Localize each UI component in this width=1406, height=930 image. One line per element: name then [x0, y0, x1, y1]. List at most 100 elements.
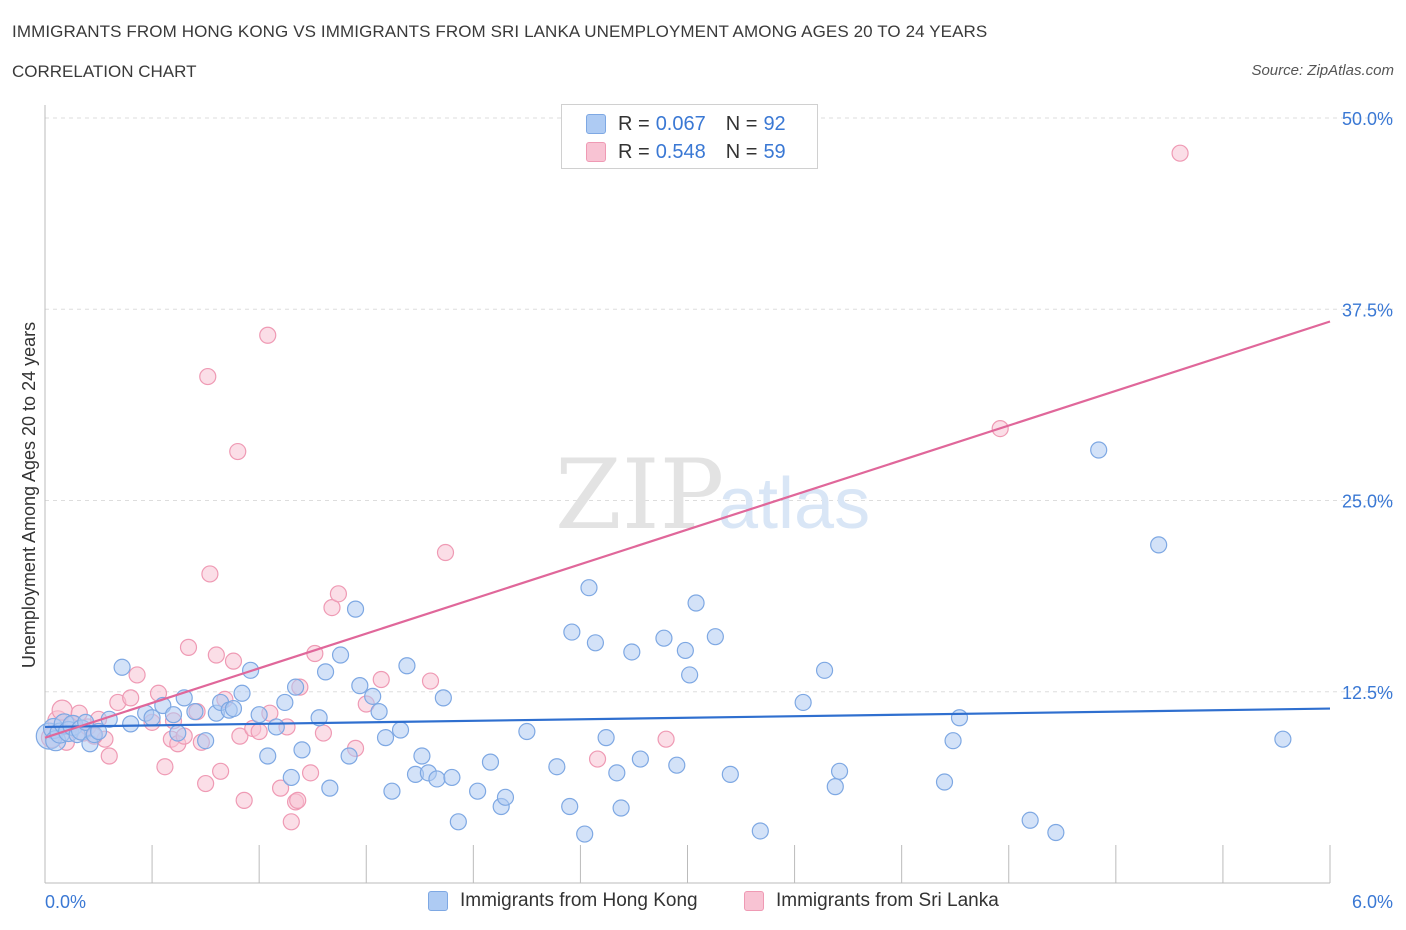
hong-kong-data-point: [1274, 730, 1292, 748]
hong-kong-data-point: [612, 799, 630, 817]
series-legend: Immigrants from Hong Kong Immigrants fro…: [0, 890, 1406, 916]
hong-kong-data-point: [391, 721, 410, 739]
hong-kong-data-point: [830, 762, 849, 780]
hong-kong-data-point: [481, 753, 500, 771]
hong-kong-data-point: [370, 703, 388, 721]
hong-kong-data-point: [233, 684, 251, 702]
hong-kong-data-point: [197, 732, 215, 750]
sri-lanka-data-point: [657, 730, 675, 748]
hong-kong-data-point: [681, 666, 699, 684]
sri-lanka-data-point: [179, 638, 198, 656]
axes: [44, 105, 1331, 884]
r-value: 0.067: [655, 112, 706, 135]
hong-kong-data-point: [631, 750, 649, 768]
sri-lanka-data-point: [197, 774, 215, 793]
sri-lanka-data-point: [314, 724, 333, 742]
hong-kong-data-point: [186, 703, 204, 721]
watermark-atlas: atlas: [718, 464, 870, 544]
sri-lanka-data-point: [271, 779, 290, 797]
sri-lanka-data-point: [156, 758, 174, 776]
hong-kong-data-point: [721, 765, 739, 783]
r-value: 0.548: [655, 140, 706, 163]
sri-lanka-data-point: [436, 543, 455, 562]
watermark: ZIP atlas: [555, 439, 870, 551]
legend-row-sri-lanka: R = 0.548 N = 59: [586, 139, 786, 165]
n-value: 92: [763, 112, 786, 135]
hong-kong-data-point: [586, 634, 605, 652]
legend-swatch-sri-lanka: [586, 142, 606, 162]
hong-kong-trendline: [44, 707, 1331, 729]
sri-lanka-data-point: [207, 646, 225, 664]
hong-kong-data-point: [316, 663, 335, 681]
hong-kong-data-point: [687, 594, 705, 612]
n-label: N =: [725, 112, 758, 135]
hong-kong-data-point: [250, 706, 268, 724]
hong-kong-data-point: [286, 678, 305, 696]
hong-kong-data-point: [576, 825, 594, 843]
legend-swatch-hong-kong: [428, 891, 448, 911]
hong-kong-data-point: [413, 747, 431, 765]
hong-kong-data-point: [383, 782, 401, 800]
legend-item-hong-kong: Immigrants from Hong Kong: [428, 890, 698, 912]
hong-kong-data-point: [282, 768, 300, 787]
hong-kong-data-point: [89, 722, 108, 741]
sri-lanka-data-point: [301, 764, 320, 782]
sri-lanka-data-point: [199, 367, 217, 386]
y-tick-label: 50.0%: [1342, 109, 1393, 129]
legend-label-sri-lanka: Immigrants from Sri Lanka: [776, 890, 999, 911]
source-credit: Source: ZipAtlas.com: [1251, 62, 1394, 79]
hong-kong-data-point: [346, 600, 365, 618]
hong-kong-data-point: [1090, 441, 1108, 459]
hong-kong-data-point: [259, 747, 277, 765]
series-hong-kong-points: [35, 441, 1292, 843]
hong-kong-data-point: [580, 579, 598, 597]
hong-kong-data-point: [428, 770, 446, 788]
hong-kong-data-point: [276, 693, 294, 712]
trendlines: [44, 320, 1331, 739]
sri-lanka-data-point: [372, 670, 390, 689]
hong-kong-data-point: [1150, 536, 1168, 554]
sri-lanka-data-point: [100, 747, 118, 765]
sri-lanka-data-point: [122, 689, 140, 707]
y-tick-label: 37.5%: [1342, 300, 1393, 320]
sri-lanka-data-point: [250, 722, 268, 741]
sri-lanka-data-point: [201, 565, 219, 583]
hong-kong-data-point: [310, 709, 328, 727]
sri-lanka-data-point: [323, 598, 341, 617]
hong-kong-data-point: [340, 747, 358, 765]
hong-kong-data-point: [826, 778, 844, 796]
sri-lanka-data-point: [1171, 144, 1189, 162]
tick-labels: 12.5% 25.0% 37.5% 50.0% 0.0% 6.0%: [45, 109, 1393, 912]
hong-kong-data-point: [443, 768, 461, 787]
hong-kong-data-point: [563, 623, 581, 641]
sri-lanka-data-point: [128, 666, 146, 684]
hong-kong-data-point: [331, 646, 350, 664]
hong-kong-data-point: [267, 718, 285, 736]
legend-swatch-sri-lanka: [744, 891, 764, 911]
hong-kong-data-point: [164, 706, 183, 724]
hong-kong-data-point: [496, 788, 515, 806]
r-label: R =: [618, 112, 650, 135]
hong-kong-data-point: [815, 661, 834, 679]
hong-kong-data-point: [364, 687, 382, 705]
gridlines: [45, 117, 1395, 693]
hong-kong-data-point: [751, 822, 769, 840]
hong-kong-data-point: [224, 699, 243, 718]
hong-kong-data-point: [668, 756, 686, 774]
hong-kong-data-point: [950, 709, 969, 727]
hong-kong-data-point: [597, 729, 615, 747]
n-label: N =: [725, 140, 758, 163]
legend-label-hong-kong: Immigrants from Hong Kong: [460, 890, 698, 911]
sri-lanka-data-point: [588, 750, 607, 768]
sri-lanka-data-point: [421, 672, 440, 690]
hong-kong-data-point: [1047, 823, 1065, 842]
y-axis-label: Unemployment Among Ages 20 to 24 years: [19, 322, 39, 668]
legend-swatch-hong-kong: [586, 114, 606, 134]
legend-item-sri-lanka: Immigrants from Sri Lanka: [744, 890, 999, 912]
hong-kong-data-point: [944, 732, 962, 750]
hong-kong-data-point: [548, 758, 566, 776]
y-tick-label: 25.0%: [1342, 492, 1393, 512]
hong-kong-data-point: [169, 724, 187, 742]
correlation-legend: R = 0.067 N = 92 R = 0.548 N = 59: [561, 104, 818, 169]
